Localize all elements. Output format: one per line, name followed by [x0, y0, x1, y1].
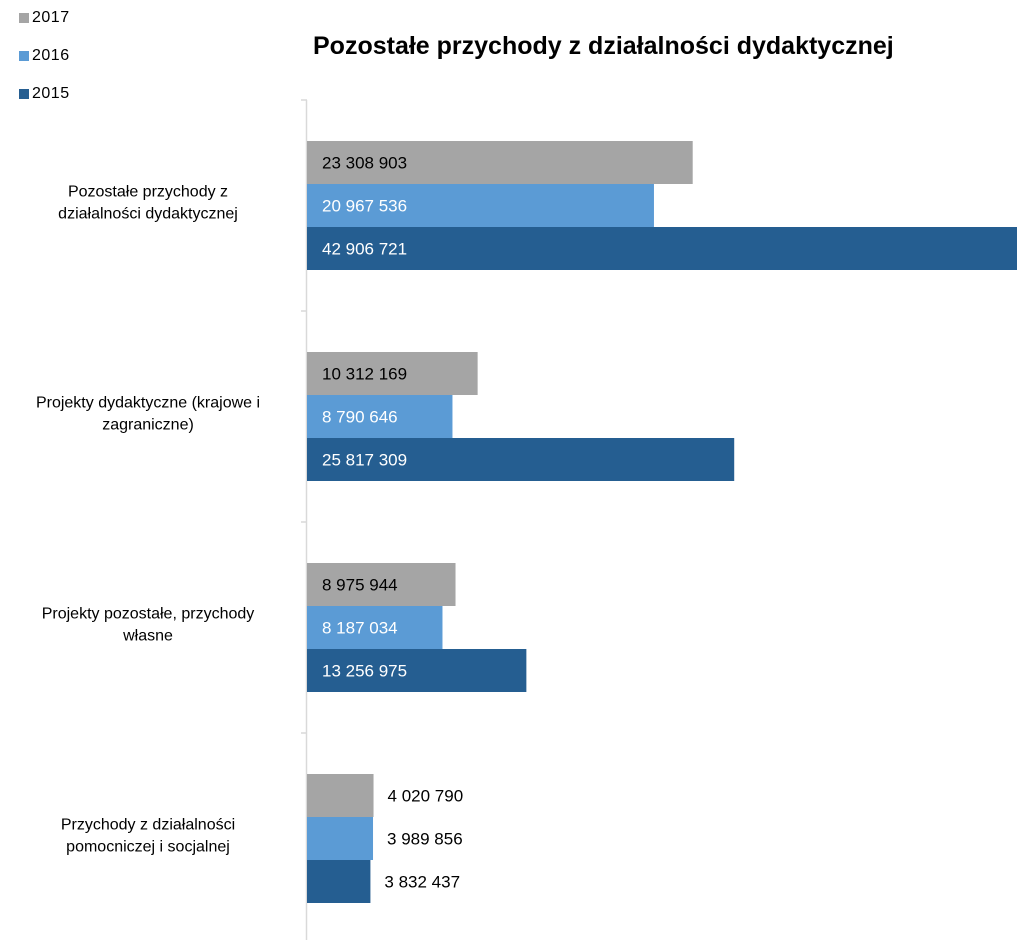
- bar-2017: [307, 352, 478, 395]
- data-label-2017: 10 312 169: [322, 365, 407, 384]
- bar-2016: [307, 606, 443, 649]
- bar-2017: [307, 563, 456, 606]
- category-label-line: Pozostałe przychody z: [68, 184, 228, 201]
- data-label-2016: 8 187 034: [322, 619, 398, 638]
- data-label-2015: 42 906 721: [322, 240, 407, 259]
- bar-2016: [307, 184, 654, 227]
- category-label-line: działalności dydaktycznej: [58, 206, 238, 223]
- legend-swatch-2016: [19, 51, 29, 61]
- legend-label-2015: 2015: [32, 85, 70, 102]
- data-label-2015: 3 832 437: [384, 873, 460, 892]
- legend-swatch-2017: [19, 13, 29, 23]
- category-label-line: Projekty dydaktyczne (krajowe i: [36, 395, 260, 412]
- legend-label-2016: 2016: [32, 47, 70, 64]
- data-label-2017: 23 308 903: [322, 154, 407, 173]
- data-label-2016: 8 790 646: [322, 408, 398, 427]
- bar-2017: [307, 774, 374, 817]
- bar-2016: [307, 395, 453, 438]
- bar-2016: [307, 817, 374, 860]
- data-label-2017: 8 975 944: [322, 576, 398, 595]
- category-label-line: własne: [122, 628, 173, 645]
- bar-2015: [307, 649, 527, 692]
- chart-title: Pozostałe przychody z działalności dydak…: [313, 32, 894, 60]
- category-label: Przychody z działalności pomocniczej i so…: [61, 817, 235, 856]
- category-label-line: Projekty pozostałe, przychody: [42, 606, 255, 623]
- category-label-line: pomocniczej i socjalnej: [66, 839, 230, 856]
- data-label-2015: 13 256 975: [322, 662, 407, 681]
- category-label: Pozostałe przychody z działalności dydakt…: [58, 184, 238, 223]
- bar-2015: [307, 860, 371, 903]
- data-label-2016: 3 989 856: [387, 830, 463, 849]
- category-label-line: zagraniczne): [102, 417, 194, 434]
- category-label-line: Przychody z działalności: [61, 817, 235, 834]
- bar-2015: [307, 227, 1017, 270]
- category-label: Projekty pozostałe, przychody własne: [42, 606, 255, 645]
- data-label-2015: 25 817 309: [322, 451, 407, 470]
- legend-item-2016[interactable]: 2016: [19, 46, 70, 66]
- legend-item-2017[interactable]: 2017: [19, 8, 70, 28]
- legend: 2017 2016 2015: [19, 8, 70, 122]
- data-label-2017: 4 020 790: [388, 787, 464, 806]
- legend-item-2015[interactable]: 2015: [19, 84, 70, 104]
- data-label-2016: 20 967 536: [322, 197, 407, 216]
- bar-2015: [307, 438, 735, 481]
- legend-label-2017: 2017: [32, 9, 70, 26]
- category-label: Projekty dydaktyczne (krajowe i zagranicz…: [36, 395, 260, 434]
- bar-2017: [307, 141, 693, 184]
- legend-swatch-2015: [19, 89, 29, 99]
